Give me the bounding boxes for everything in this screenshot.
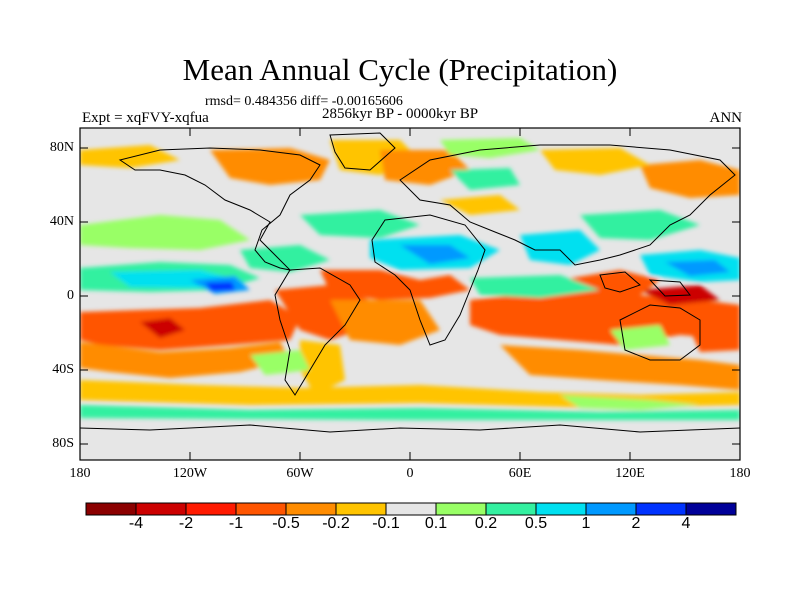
wet-region-east-asia [580,210,700,240]
colorbar-label: -2 [178,515,194,532]
colorbar-label: 0.5 [524,515,548,532]
wet-region-caribbean [240,245,330,272]
lon-label-120e: 120E [615,466,645,481]
lat-label-40s: 40S [52,362,74,377]
coastline-south-america [274,267,361,396]
wet-region-north-pacific [80,215,250,250]
wet-region-europe [450,168,520,190]
wet-region-east-pacific-max [205,282,235,291]
dry-region-north-america [210,148,330,185]
colorbar-swatch [235,502,287,516]
dry-weak-south-america [300,340,345,395]
coastline-greenland [329,132,396,171]
lat-label-80n: 80N [49,140,74,155]
lat-label-80s: 80S [52,436,74,451]
colorbar-swatch [435,502,487,516]
map-title: Mean Annual Cycle (Precipitation) [182,52,618,87]
coastline-north-america [118,147,321,271]
coastline-maritime-continent [599,271,691,297]
precip-field [80,138,740,420]
dry-region-mediterranean [440,195,520,215]
experiment-label: Expt = xqFVY-xqfua [82,110,209,126]
lon-label-60e: 60E [508,466,532,481]
coastline-africa [371,214,486,346]
dry-region-south-atlantic [330,300,440,345]
wet-region-southern-ocean [80,405,740,420]
dry-region-north-atlantic [380,150,470,185]
wet-region-south-pacific [250,350,310,375]
colorbar-label: 0.2 [474,515,498,532]
colorbar-label: 4 [681,515,691,532]
lon-label-60w: 60W [286,466,314,481]
wet-region-west-pacific-max [665,260,730,276]
colorbar-swatch [635,502,687,516]
dry-region-north-pacific [640,160,740,198]
wet-region-north-atlantic [300,210,420,238]
coastlines [80,132,740,433]
colorbar-label: -0.2 [322,515,350,532]
wet-region-south-indian [560,395,700,410]
stats-label: rmsd= 0.484356 diff= -0.00165606 [205,94,403,109]
coastline-australia [619,304,701,361]
season-label: ANN [709,110,743,126]
wet-region-arabia [400,245,470,264]
coastline-eurasia [399,144,736,266]
dry-region-south-pacific-2 [80,342,290,378]
dry-region-equatorial-atlantic [320,270,470,300]
lon-label-120w: 120W [172,466,208,481]
extreme-dry-spot [140,318,185,338]
lon-label-0: 0 [406,466,414,481]
dry-region-australia-east [690,325,740,352]
period-label: 2856kyr BP - 0000kyr BP [321,106,479,122]
colorbar-label: 2 [631,515,641,532]
colorbar-swatch [585,502,637,516]
wet-region-australia [610,325,670,350]
colorbar-swatch [85,502,137,516]
colorbar-swatch [385,502,437,516]
colorbar-label: 0.1 [424,515,448,532]
colorbar-swatch [335,502,387,516]
dry-region-south-pacific [80,300,300,350]
lat-ticks [80,147,740,445]
colorbar-swatch [685,502,737,516]
wet-region-india [520,230,600,265]
lon-label-180e: 180 [729,466,751,481]
colorbar-swatch [535,502,587,516]
colorbar-label: -4 [128,515,144,532]
dry-region-south-indian [500,345,740,390]
coastline-antarctica [80,424,740,433]
lon-ticks [189,128,631,460]
colorbar-swatch [185,502,237,516]
dry-region-siberia [540,148,650,175]
colorbar-swatch [135,502,187,516]
colorbar-label: 1 [581,515,591,532]
colorbar-label: -0.5 [272,515,300,532]
lat-label-0: 0 [67,288,74,303]
lon-label-180w: 180 [69,466,91,481]
lat-label-40n: 40N [49,214,74,229]
wet-region-indian-equator [470,275,600,298]
colorbar-label: -1 [228,515,244,532]
colorbar-swatch [285,502,337,516]
colorbar-swatch [485,502,537,516]
colorbar-label: -0.1 [372,515,400,532]
colorbar [85,502,737,516]
